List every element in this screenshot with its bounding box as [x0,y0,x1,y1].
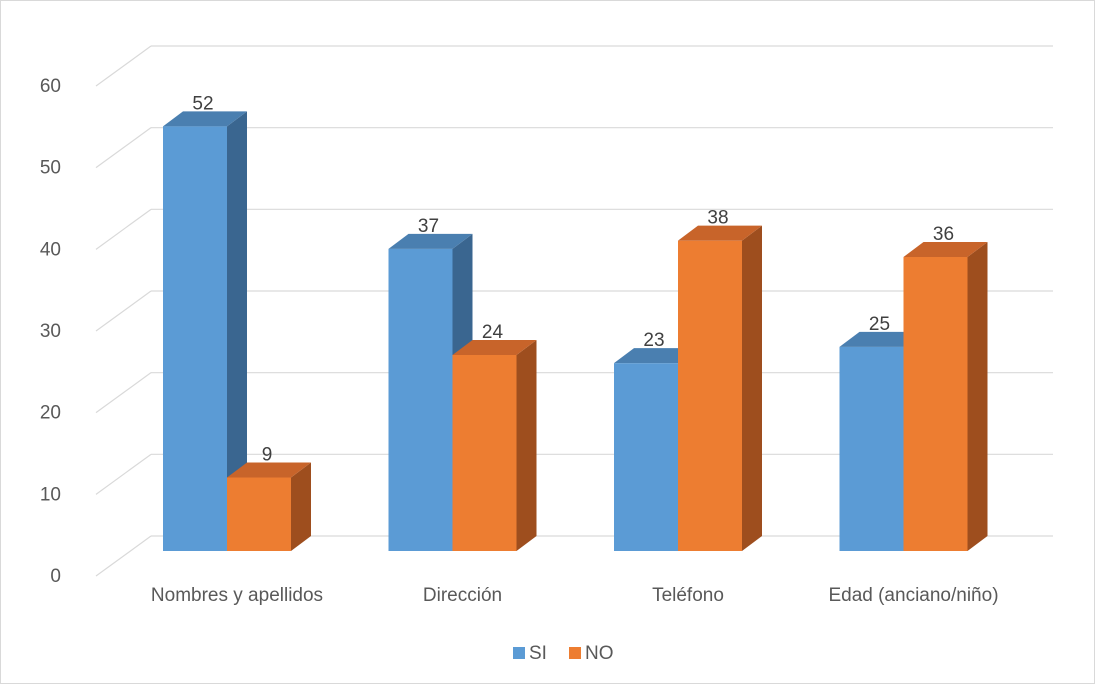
y-tick-label: 60 [40,76,61,97]
bar-no-top [452,340,537,355]
bar-no-side [967,242,988,551]
gridline-depth [95,208,152,250]
y-axis: 0 10 20 30 40 50 60 [40,76,61,587]
legend-swatch-no [569,647,581,659]
data-label: 23 [643,330,664,351]
y-tick-label: 30 [40,321,61,342]
x-tick-label: Teléfono [652,585,724,606]
y-tick-label: 0 [50,566,61,587]
bar-no-front [227,477,291,551]
bar-no-top [903,242,988,257]
x-axis: Nombres y apellidos Dirección Teléfono Edad… [151,585,999,606]
data-label: 36 [933,224,954,245]
gridline-depth [95,45,152,87]
x-tick-label: Nombres y apellidos [151,585,323,606]
bar-si-top [839,331,924,347]
bars [163,111,988,552]
gridlines [95,45,1053,577]
legend-label-no: NO [585,643,614,664]
data-labels: 52 9 37 24 23 38 25 36 [192,93,954,465]
data-label: 52 [192,93,213,114]
bar-no-side [516,340,537,551]
bar-si-side [227,111,247,551]
data-label: 38 [707,208,728,229]
y-tick-label: 20 [40,403,61,424]
data-label: 37 [418,216,439,237]
bar-si-front [614,363,678,551]
gridline-depth [95,127,152,169]
y-tick-label: 40 [40,239,61,260]
x-tick-label: Dirección [423,585,502,606]
gridline-depth [95,290,152,332]
bar-si-top [614,348,698,364]
gridline-depth [95,535,152,577]
bar-no-side [742,225,762,551]
gridline-depth [95,372,152,414]
bar-si-front [839,346,904,551]
bar-si-front [163,126,227,551]
x-tick-label: Edad (anciano/niño) [828,585,998,606]
bar-no-front [452,355,517,551]
bar-si-top [163,111,247,127]
bar-si-top [388,233,473,249]
y-tick-label: 10 [40,484,61,505]
bar-no-front [903,257,968,551]
y-tick-label: 50 [40,158,61,179]
bar-si-front [388,248,453,552]
bar-no-top [227,462,311,478]
legend-label-si: SI [529,643,547,664]
data-label: 25 [869,314,890,335]
bar-no-top [678,225,762,241]
data-label: 9 [262,445,273,466]
legend-swatch-si [513,647,525,659]
bar-no-side [291,462,311,551]
gridline-depth [95,453,152,495]
bar-no-front [678,240,742,551]
legend: SI NO [513,643,614,664]
data-label: 24 [482,322,504,343]
